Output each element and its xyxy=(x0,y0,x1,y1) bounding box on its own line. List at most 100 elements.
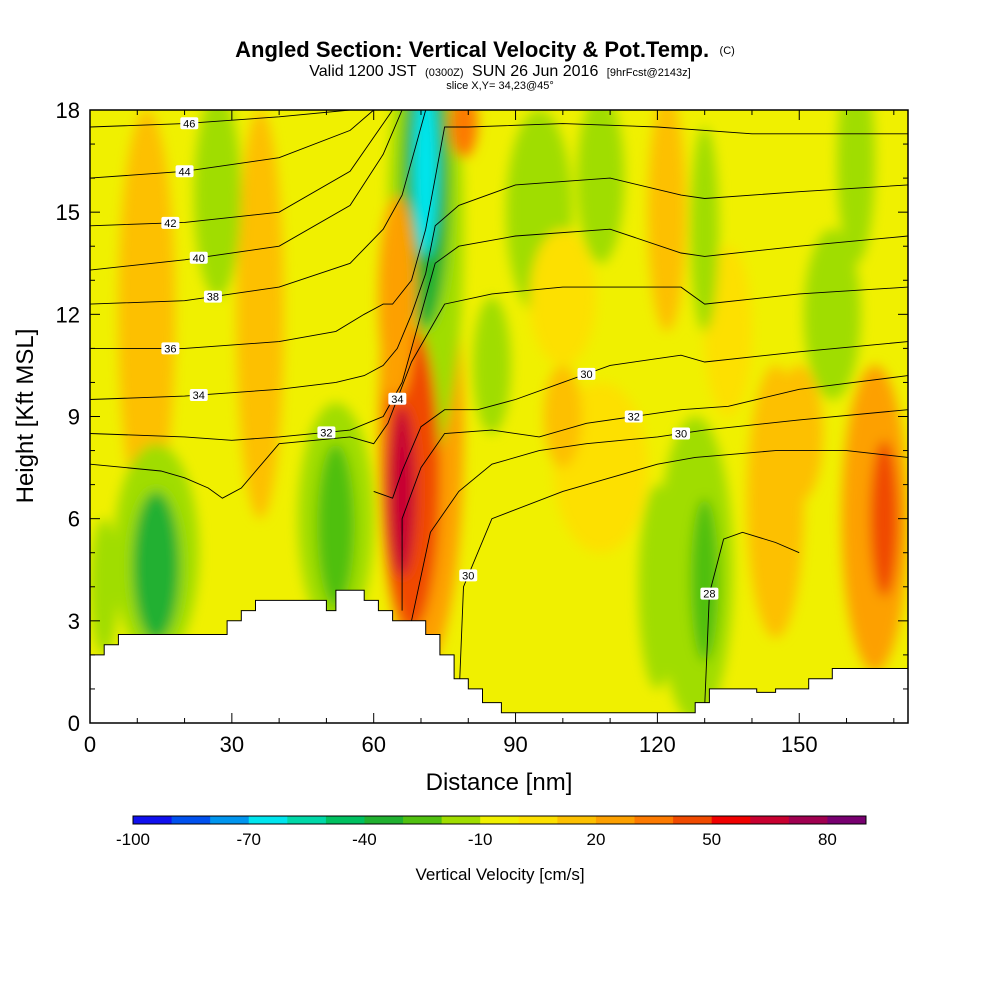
x-tick-label: 60 xyxy=(361,732,385,757)
theta-contour xyxy=(411,409,908,621)
colorbar-frame xyxy=(132,815,867,825)
colorbar-swatch xyxy=(827,816,867,824)
svg-text:42: 42 xyxy=(164,218,176,230)
svg-text:30: 30 xyxy=(462,570,474,582)
y-tick-label: 9 xyxy=(68,405,80,430)
theta-contours xyxy=(90,110,908,707)
svg-text:28: 28 xyxy=(703,589,715,601)
velocity-cell xyxy=(529,229,596,366)
velocity-cell xyxy=(194,110,242,298)
velocity-cell xyxy=(316,443,355,608)
contour-label: 34 xyxy=(388,392,407,406)
svg-text:40: 40 xyxy=(193,253,205,265)
velocity-cell xyxy=(472,297,511,434)
theta-contour xyxy=(90,228,908,441)
colorbar-swatch xyxy=(133,816,173,824)
x-tick-label: 120 xyxy=(639,732,676,757)
contour-label: 30 xyxy=(672,427,691,441)
contour-label: 32 xyxy=(624,410,643,424)
velocity-cell xyxy=(118,110,176,519)
svg-text:36: 36 xyxy=(164,343,176,355)
svg-text:32: 32 xyxy=(628,412,640,424)
contour-label: 36 xyxy=(161,342,180,355)
slice-info: slice X,Y= 34,23@45° xyxy=(446,80,554,92)
x-tick-label: 90 xyxy=(503,732,527,757)
colorbar-swatch xyxy=(287,816,327,824)
colorbar-swatch xyxy=(711,816,751,824)
y-tick-label: 15 xyxy=(56,200,80,225)
x-tick-label: 150 xyxy=(781,732,818,757)
colorbar-swatch xyxy=(595,816,636,824)
velocity-cell xyxy=(704,246,752,417)
theta-contour xyxy=(458,450,908,703)
colorbar-swatch xyxy=(750,816,790,824)
colorbar-label: Vertical Velocity [cm/s] xyxy=(415,865,584,884)
colorbar-tick-label: -40 xyxy=(352,830,377,849)
y-axis-label: Height [Kft MSL] xyxy=(12,329,39,504)
terrain xyxy=(90,589,908,723)
chart-title: Angled Section: Vertical Velocity & Pot.… xyxy=(235,37,735,62)
colorbar-swatch xyxy=(210,816,250,824)
contour-label: 44 xyxy=(175,165,194,178)
svg-text:30: 30 xyxy=(580,369,592,381)
theta-contour xyxy=(90,110,351,128)
colorbar-tick-label: -10 xyxy=(468,830,493,849)
x-axis-label: Distance [nm] xyxy=(426,769,573,796)
colorbar-swatch xyxy=(248,816,288,824)
velocity-cell xyxy=(449,110,478,158)
svg-text:30: 30 xyxy=(675,429,687,441)
theta-contour xyxy=(90,123,908,349)
colorbar-swatch xyxy=(403,816,443,824)
theta-contour xyxy=(90,286,908,499)
theta-contour xyxy=(90,110,374,179)
velocity-cell xyxy=(378,195,417,400)
velocity-cell xyxy=(413,110,438,257)
y-tick-label: 6 xyxy=(68,507,80,532)
velocity-cell xyxy=(387,406,417,577)
y-tick-label: 18 xyxy=(56,98,80,123)
theta-contour xyxy=(401,375,908,611)
velocity-cell xyxy=(803,229,861,400)
svg-text:46: 46 xyxy=(183,118,195,130)
colorbar-swatch xyxy=(673,816,713,824)
valid-time: Valid 1200 JST (0300Z) SUN 26 Jun 2016 [… xyxy=(309,63,690,80)
terrain-profile xyxy=(90,589,908,723)
theta-contour xyxy=(90,110,403,271)
svg-text:38: 38 xyxy=(207,292,219,304)
theta-contour xyxy=(704,531,800,707)
velocity-cell xyxy=(837,110,875,264)
colorbar-swatch xyxy=(441,816,481,824)
contour-label: 30 xyxy=(459,569,478,582)
x-tick-label: 30 xyxy=(220,732,244,757)
theta-contour xyxy=(90,177,908,400)
contour-label: 28 xyxy=(700,587,719,601)
y-tick-label: 3 xyxy=(68,609,80,634)
velocity-cell xyxy=(236,110,284,519)
velocity-cell xyxy=(132,491,180,642)
contour-label: 38 xyxy=(203,290,222,304)
velocity-cell xyxy=(690,127,719,332)
colorbar-tick-label: -70 xyxy=(236,830,261,849)
x-tick-label: 0 xyxy=(84,732,96,757)
velocity-cell xyxy=(647,110,686,332)
colorbar-swatch xyxy=(480,816,520,824)
colorbar-tick-label: 80 xyxy=(818,830,837,849)
colorbar-tick-label: -100 xyxy=(116,830,150,849)
contour-label: 32 xyxy=(317,426,336,439)
theta-contour xyxy=(373,341,908,499)
y-tick-label: 0 xyxy=(68,711,80,736)
colorbar-swatch xyxy=(325,816,365,824)
contour-labels: 46 44 42 40 38 36 34 32 34 30 32 30 30 28 xyxy=(161,117,719,601)
colorbar: -100 -70 -40 -10 20 50 80 xyxy=(116,815,867,849)
velocity-field xyxy=(90,110,908,723)
svg-text:34: 34 xyxy=(391,394,403,406)
x-axis: 0 30 60 90 120 150 xyxy=(84,110,895,757)
contour-label: 30 xyxy=(577,367,596,381)
colorbar-swatch xyxy=(634,816,674,824)
colorbar-swatch xyxy=(557,816,597,824)
title-block: Angled Section: Vertical Velocity & Pot.… xyxy=(235,37,735,92)
svg-text:44: 44 xyxy=(178,166,190,178)
colorbar-swatch xyxy=(171,816,211,824)
